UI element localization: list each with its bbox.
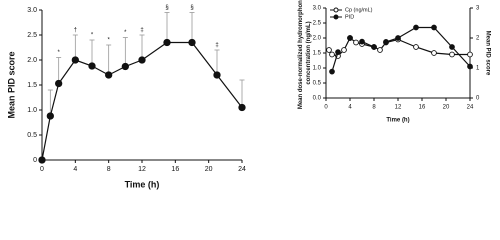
- point: [377, 47, 383, 53]
- point: [371, 44, 377, 50]
- legend-label: Cp (ng/mL): [345, 7, 373, 13]
- x-tick-label: 8: [372, 105, 376, 111]
- point: [395, 35, 401, 41]
- x-tick-label: 12: [138, 166, 146, 173]
- significance-mark: §: [190, 5, 193, 11]
- point: [163, 38, 171, 47]
- y2-tick-label: 1: [476, 66, 480, 72]
- x-tick-label: 16: [171, 166, 179, 173]
- point: [335, 49, 341, 55]
- y2-tick-label: 2: [476, 36, 480, 42]
- significance-mark: *: [107, 38, 110, 44]
- point: [467, 51, 473, 58]
- significance-mark: *: [91, 33, 94, 39]
- y-tick-label: 1.0: [27, 107, 37, 114]
- significance-mark: *: [124, 30, 127, 36]
- point: [431, 24, 437, 31]
- x-tick-label: 0: [324, 105, 328, 111]
- x-tick-label: 0: [40, 166, 44, 173]
- x-tick-label: 20: [205, 166, 213, 173]
- point: [413, 44, 419, 50]
- y-axis-label: Mean dose-normalized hydromorphone concen…: [298, 0, 312, 109]
- series-line: [331, 26, 471, 72]
- y-tick-label: 0.0: [313, 96, 322, 102]
- point: [71, 56, 79, 64]
- y2-tick-label: 3: [476, 6, 480, 12]
- legend-marker: [333, 7, 339, 13]
- point: [88, 62, 96, 70]
- point: [329, 68, 335, 75]
- y-tick-label: 1.5: [313, 51, 322, 57]
- point: [138, 56, 146, 64]
- point: [449, 51, 455, 58]
- x-tick-label: 12: [395, 105, 402, 111]
- x-tick-label: 24: [238, 166, 246, 173]
- point: [121, 62, 129, 71]
- x-tick-label: 20: [443, 105, 450, 111]
- y-tick-label: 0: [33, 157, 37, 164]
- x-axis-label: Time (h): [386, 118, 409, 124]
- point: [329, 51, 335, 58]
- point: [359, 38, 365, 45]
- y-axis-label: Mean PID score: [6, 51, 16, 118]
- point: [353, 39, 359, 46]
- series-line: [41, 41, 243, 161]
- point: [383, 39, 389, 45]
- point: [413, 24, 419, 31]
- point: [431, 50, 437, 56]
- y-tick-label: 1.0: [313, 66, 322, 72]
- significance-mark: *: [57, 50, 60, 56]
- point: [467, 63, 473, 70]
- y2-tick-label: 0: [476, 96, 480, 102]
- point: [38, 156, 46, 164]
- significance-mark: †: [74, 28, 77, 34]
- legend-marker: [333, 14, 339, 20]
- y-tick-label: 2.5: [313, 21, 322, 27]
- y-tick-label: 3.0: [27, 7, 37, 14]
- point: [449, 44, 455, 50]
- point: [105, 71, 113, 79]
- point: [347, 35, 353, 41]
- significance-mark: §: [165, 5, 168, 11]
- significance-mark: ‡: [140, 28, 143, 34]
- y2-axis-label: Mean PID score: [484, 31, 490, 76]
- y-tick-label: 2.0: [27, 57, 37, 64]
- y-tick-label: 3.0: [313, 6, 322, 12]
- point: [238, 103, 246, 112]
- y-tick-label: 0.5: [313, 81, 322, 87]
- point: [341, 47, 347, 53]
- point: [55, 79, 63, 88]
- legend-label: PID: [345, 14, 354, 20]
- x-tick-label: 24: [467, 105, 474, 111]
- x-axis-label: Time (h): [125, 179, 160, 189]
- x-tick-label: 16: [419, 105, 426, 111]
- point: [326, 47, 332, 53]
- y-tick-label: 2.0: [313, 36, 322, 42]
- point: [46, 112, 54, 120]
- significance-mark: ‡: [215, 43, 218, 49]
- y-tick-label: 1.5: [27, 82, 37, 89]
- y-tick-label: 0.5: [27, 132, 37, 139]
- x-tick-label: 8: [107, 166, 111, 173]
- point: [213, 71, 221, 79]
- x-tick-label: 4: [73, 166, 77, 173]
- x-tick-label: 4: [348, 105, 352, 111]
- point: [188, 38, 196, 47]
- y-tick-label: 2.5: [27, 32, 37, 39]
